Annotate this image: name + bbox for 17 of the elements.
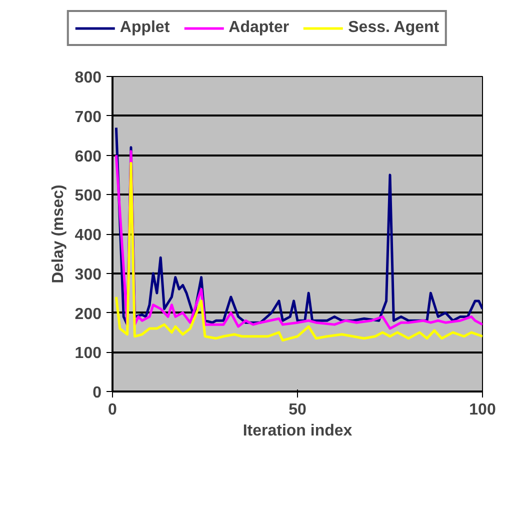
y-axis-title: Delay (msec) [50,184,67,284]
x-tick-label: 100 [469,402,496,418]
y-tick-label: 600 [74,148,102,166]
y-tick-label: 400 [74,227,102,244]
x-tick-label: 50 [288,402,306,418]
legend-label: Applet [120,19,170,37]
y-tick-label: 500 [74,188,102,205]
y-tick-label: 0 [92,384,102,402]
y-tick-label: 800 [74,70,102,86]
x-tick-label: 0 [108,402,118,418]
x-axis-title: Iteration index [242,422,352,440]
y-tick-label: 200 [74,306,102,323]
y-tick-label: 300 [74,266,102,284]
legend-label: Sess. Agent [348,19,440,37]
legend-label: Adapter [228,19,290,37]
y-tick-label: 700 [74,108,102,126]
y-tick-label: 100 [74,345,102,362]
